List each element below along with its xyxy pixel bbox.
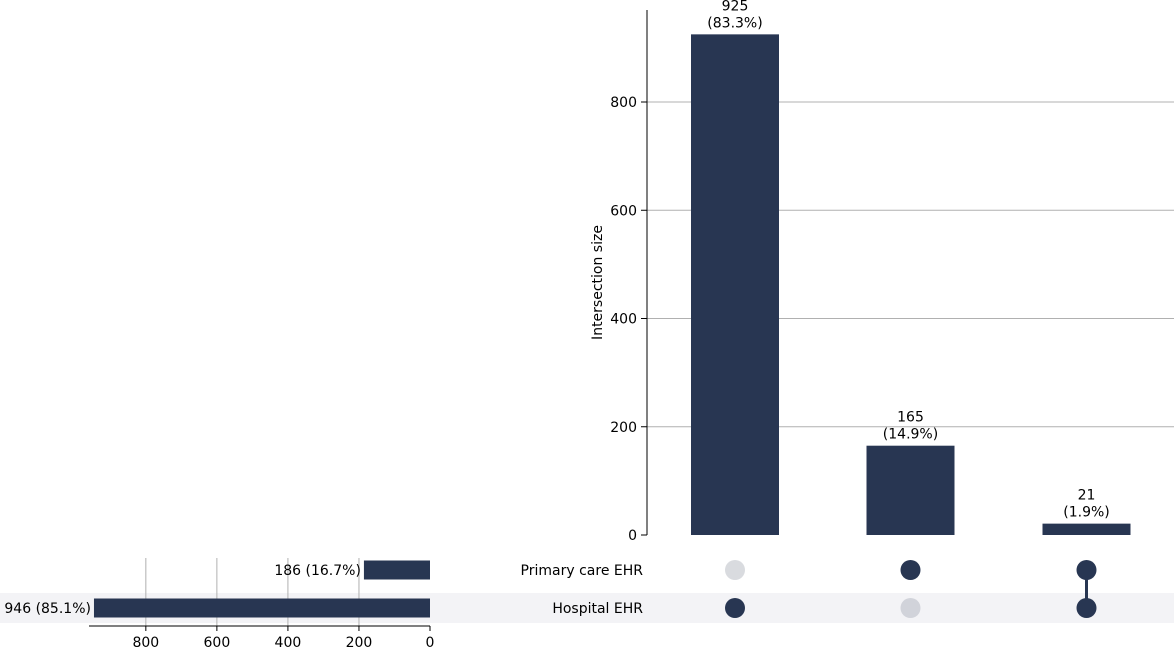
set-size-label: 946 (85.1%) bbox=[4, 601, 91, 617]
intersection-y-axis-label: Intersection size bbox=[590, 225, 606, 340]
intersection-percent-label: (1.9%) bbox=[1063, 505, 1110, 521]
matrix-dot-active bbox=[900, 560, 921, 580]
intersection-y-tick-label: 200 bbox=[610, 420, 637, 436]
matrix-dot-active bbox=[1076, 598, 1097, 618]
intersection-y-tick-label: 400 bbox=[610, 312, 637, 328]
intersection-bar bbox=[1042, 523, 1131, 535]
intersection-bar bbox=[866, 445, 955, 535]
set-size-x-tick-label: 600 bbox=[204, 635, 231, 650]
matrix-dot-active bbox=[725, 598, 745, 618]
matrix-dot-inactive bbox=[725, 560, 745, 580]
set-name-label: Hospital EHR bbox=[552, 601, 643, 617]
intersection-count-label: 925 bbox=[722, 0, 749, 14]
matrix-dot-inactive bbox=[900, 598, 921, 618]
intersection-y-tick-label: 600 bbox=[610, 203, 637, 219]
intersection-count-label: 21 bbox=[1078, 488, 1096, 504]
intersection-bar bbox=[691, 34, 779, 535]
set-size-label: 186 (16.7%) bbox=[274, 563, 361, 579]
intersection-y-tick-label: 800 bbox=[610, 95, 637, 111]
matrix-dot-active bbox=[1076, 560, 1097, 580]
intersection-count-label: 165 bbox=[897, 410, 924, 426]
intersection-percent-label: (83.3%) bbox=[707, 15, 762, 31]
set-size-bar bbox=[363, 560, 430, 580]
set-name-label: Primary care EHR bbox=[521, 563, 644, 579]
set-size-bar bbox=[93, 598, 431, 618]
set-size-x-tick-label: 800 bbox=[132, 635, 159, 650]
intersection-percent-label: (14.9%) bbox=[883, 427, 938, 443]
intersection-y-tick-label: 0 bbox=[628, 528, 637, 544]
set-size-x-tick-label: 400 bbox=[275, 635, 302, 650]
set-size-x-tick-label: 200 bbox=[346, 635, 373, 650]
set-size-x-tick-label: 0 bbox=[426, 635, 435, 650]
